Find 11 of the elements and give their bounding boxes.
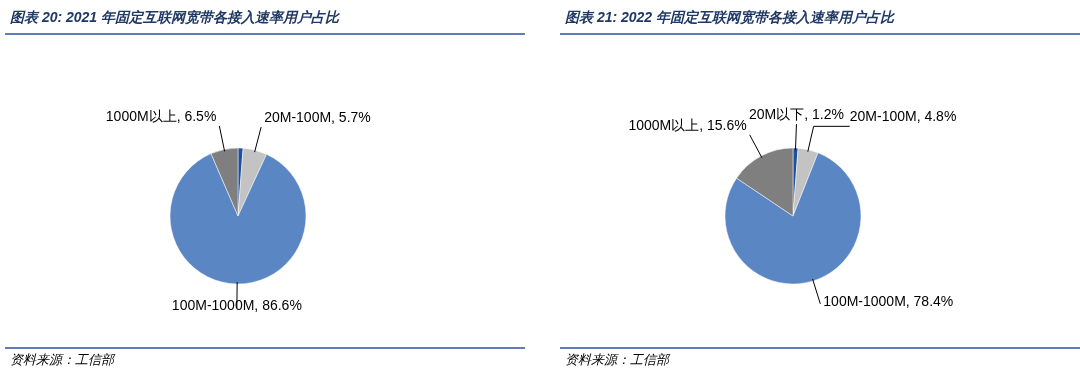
- chart-title: 图表 20: 2021 年固定互联网宽带各接入速率用户占比: [10, 9, 342, 25]
- slice-label: 1000M以上, 6.5%: [105, 107, 217, 124]
- slice-label: 100M-1000M, 86.6%: [171, 296, 302, 313]
- slice-label: 20M以下, 1.2%: [749, 106, 844, 123]
- slice-label: 20M-100M, 5.7%: [264, 108, 371, 125]
- text: 资料来源：工信部: [10, 352, 116, 367]
- slice-label: 20M-100M, 4.8%: [849, 108, 957, 125]
- slice-label: 1000M以上, 15.6%: [628, 116, 747, 133]
- text: 资料来源：工信部: [565, 352, 671, 367]
- slice-label: 100M-1000M, 78.4%: [823, 292, 954, 309]
- chart-title: 图表 21: 2022 年固定互联网宽带各接入速率用户占比: [565, 9, 897, 25]
